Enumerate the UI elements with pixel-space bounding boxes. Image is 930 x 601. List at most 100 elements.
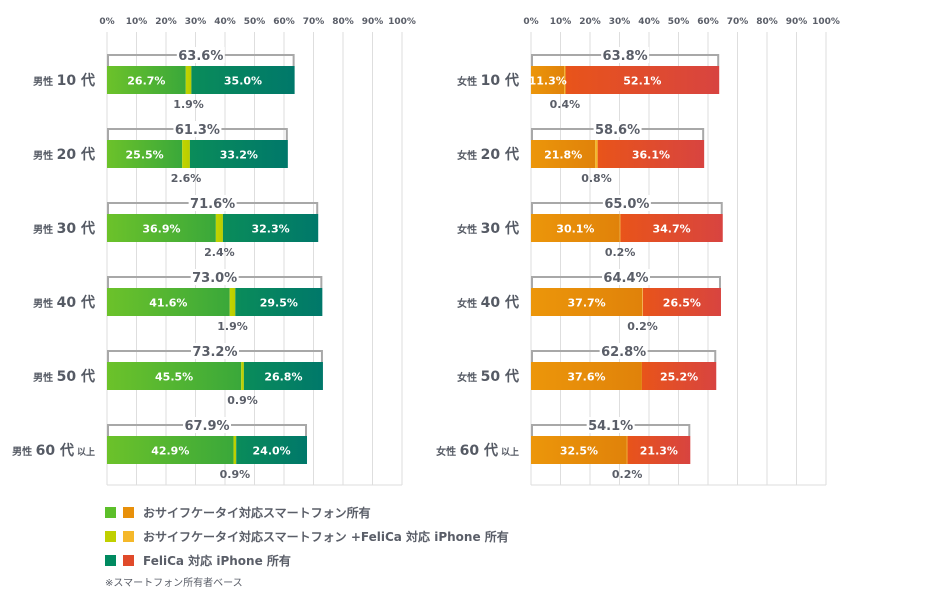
mid-value-label: 2.4% [204,246,235,259]
category-label: 男性 50 代 [33,368,95,385]
bar-segment [626,436,628,464]
category-label: 男性 30 代 [33,220,95,237]
legend-label: FeliCa 対応 iPhone 所有 [143,553,291,568]
category-gender: 女性 [436,445,459,458]
bar-segment [107,214,216,242]
category-age: 10 代 [481,72,519,89]
bar-segment [191,66,295,94]
category-age: 10 代 [57,72,95,89]
bar-value-label: 25.2% [660,371,698,384]
bar-value-label: 21.8% [544,149,582,162]
x-tick-label: 100% [812,17,840,27]
mid-value-label: 1.9% [217,320,248,333]
bar-segment [642,288,721,316]
legend-swatch-female [123,554,134,566]
bar-segment [233,436,237,464]
category-age: 30 代 [481,220,519,237]
x-tick-label: 20% [579,17,601,27]
mid-value-label: 0.9% [227,394,258,407]
category-gender: 女性 [457,149,480,162]
total-label-bg [173,121,222,137]
bar-segment [531,288,643,316]
total-label: 67.9% [184,419,229,434]
x-tick-label: 90% [362,17,384,27]
legend-item: おサイフケータイ対応スマートフォン +FeliCa 対応 iPhone 所有 [105,524,509,548]
x-tick-label: 0% [99,17,114,27]
bar-segment [627,436,691,464]
bar-segment [531,436,627,464]
x-tick-label: 10% [550,17,572,27]
category-label: 男性 20 代 [33,146,95,163]
total-label-bg [599,343,648,359]
bar-segment [564,66,566,94]
bar-value-label: 41.6% [149,297,187,310]
category-suffix: 以上 [77,446,95,458]
category-gender: 男性 [33,297,56,310]
total-label: 73.0% [192,271,237,286]
mid-value-label: 0.8% [581,172,612,185]
bar-segment [243,362,323,390]
bar-segment [229,288,236,316]
category-label: 女性 10 代 [457,72,519,89]
category-label: 女性 50 代 [457,368,519,385]
total-label-bg [601,47,650,63]
x-tick-label: 70% [727,17,749,27]
bar-segment [241,362,244,390]
total-label: 64.4% [603,271,648,286]
legend-swatch-male [105,554,116,566]
mid-value-label: 0.2% [612,468,643,481]
total-label-bg [190,269,239,285]
bar-value-label: 26.8% [264,371,302,384]
bar-segment [107,436,234,464]
bar-value-label: 32.3% [251,223,289,236]
bar-segment [531,66,565,94]
bar-segment [642,288,643,316]
total-label: 62.8% [601,345,646,360]
category-label: 女性 60 代以上 [436,442,519,459]
x-tick-label: 40% [214,17,236,27]
category-age: 50 代 [481,368,519,385]
category-age: 30 代 [57,220,95,237]
bar-value-label: 52.1% [623,75,661,88]
x-tick-label: 80% [332,17,354,27]
bar-segment [235,288,323,316]
category-label: 女性 30 代 [457,220,519,237]
bar-value-label: 30.1% [556,223,594,236]
bar-value-label: 26.7% [127,75,165,88]
category-gender: 男性 [33,371,56,384]
x-tick-label: 70% [303,17,325,27]
bar-value-label: 42.9% [151,445,189,458]
category-label: 男性 60 代以上 [12,442,95,459]
bar-value-label: 36.1% [632,149,670,162]
mid-value-label: 2.6% [171,172,202,185]
bar-segment [215,214,223,242]
mid-value-label: 1.9% [173,98,204,111]
bar-segment [222,214,319,242]
category-age: 20 代 [57,146,95,163]
total-label-bg [176,47,225,63]
bar-segment [531,140,596,168]
total-label: 71.6% [190,197,235,212]
bar-value-label: 34.7% [652,223,690,236]
bar-value-label: 36.9% [142,223,180,236]
x-tick-label: 60% [273,17,295,27]
legend-item: FeliCa 対応 iPhone 所有 [105,548,509,572]
category-age: 60 代 [460,442,498,459]
bar-value-label: 33.2% [220,149,258,162]
total-label: 73.2% [192,345,237,360]
x-tick-label: 40% [638,17,660,27]
bar-value-label: 32.5% [560,445,598,458]
total-label-bg [188,195,237,211]
footnote: ※スマートフォン所有者ベース [105,578,243,589]
legend-label: おサイフケータイ対応スマートフォン所有 [143,505,371,520]
total-label-bg [593,121,642,137]
bar-segment [597,140,705,168]
bar-segment [107,66,186,94]
category-gender: 女性 [457,75,480,88]
legend: おサイフケータイ対応スマートフォン所有 おサイフケータイ対応スマートフォン +F… [105,500,509,572]
category-label: 男性 40 代 [33,294,95,311]
bar-value-label: 37.7% [568,297,606,310]
x-tick-label: 30% [185,17,207,27]
legend-label: おサイフケータイ対応スマートフォン +FeliCa 対応 iPhone 所有 [143,529,509,544]
x-tick-label: 0% [523,17,538,27]
